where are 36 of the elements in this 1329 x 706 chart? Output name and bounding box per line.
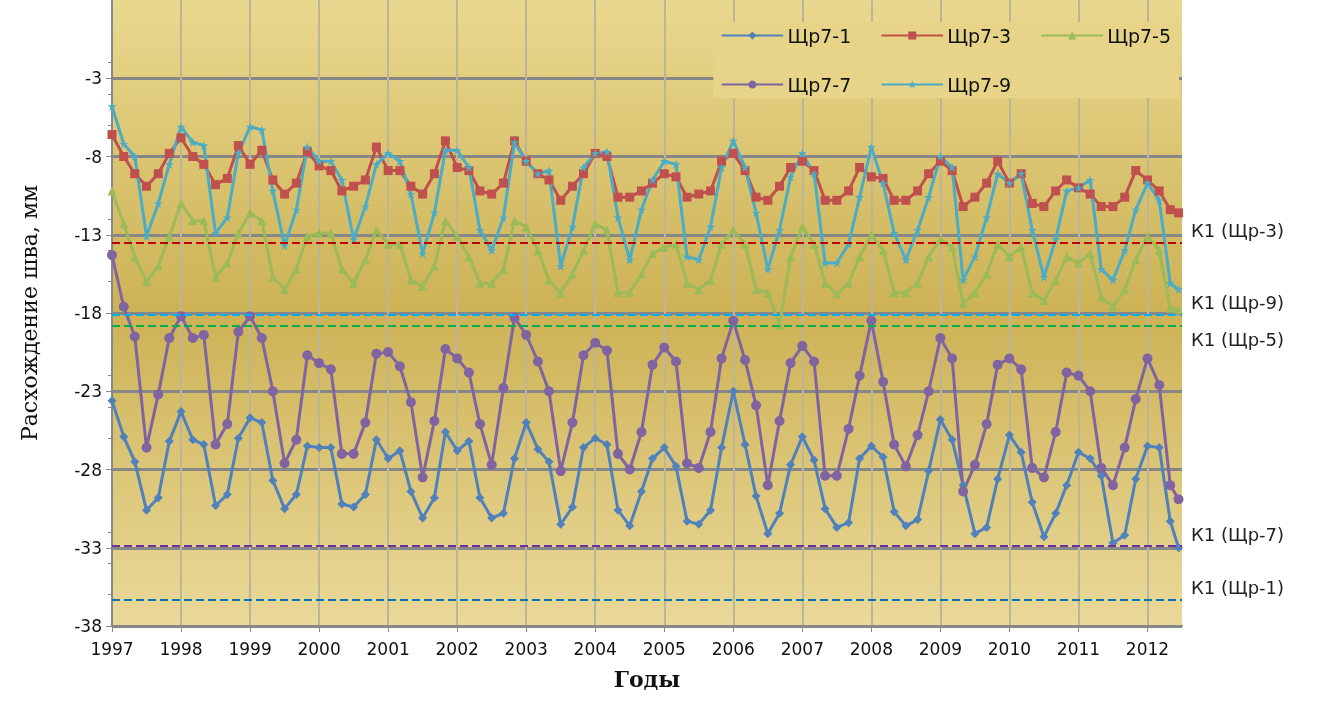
- x-tick-label: 2006: [711, 638, 755, 659]
- x-tick-label: 2004: [573, 638, 617, 659]
- y-tick-label: -38: [74, 616, 102, 636]
- x-tick-label: 2009: [918, 638, 963, 659]
- legend-label: Щр7-3: [947, 24, 1012, 47]
- legend-label: Щр7-1: [787, 24, 852, 47]
- y-axis-title: Расхождение шва, мм: [16, 184, 42, 442]
- ref-line-label: К1 (Щр-5): [1191, 329, 1285, 351]
- y-tick-label: -13: [74, 224, 102, 245]
- x-tick-label: 1999: [228, 638, 272, 659]
- y-tick-label: -3: [85, 68, 102, 89]
- y-tick-label: -18: [74, 303, 102, 323]
- y-tick-label: -33: [74, 537, 102, 558]
- x-tick-label: 2003: [504, 638, 548, 659]
- x-axis-title: Годы: [613, 666, 681, 692]
- legend-label: Щр7-9: [947, 73, 1012, 96]
- ref-line-label: К1 (Щр-3): [1191, 220, 1285, 242]
- legend-label: Щр7-5: [1107, 24, 1171, 47]
- x-tick-label: 2012: [1125, 638, 1170, 659]
- ref-line-label: К1 (Щр-7): [1191, 523, 1285, 545]
- y-tick-label: -28: [74, 459, 102, 480]
- x-tick-label: 2011: [1056, 638, 1101, 659]
- x-tick-label: 2008: [849, 638, 893, 659]
- y-tick-label: -23: [74, 381, 102, 402]
- ref-line-label: К1 (Щр-1): [1191, 576, 1285, 598]
- legend-label: Щр7-7: [787, 73, 852, 96]
- x-tick-label: 2010: [987, 638, 1032, 659]
- x-tick-label: 2007: [780, 638, 824, 659]
- y-tick-label: -8: [85, 146, 102, 167]
- x-tick-label: 2005: [642, 638, 686, 659]
- ref-line-label: К1 (Щр-9): [1191, 292, 1285, 314]
- x-tick-label: 2002: [435, 638, 479, 659]
- x-tick-label: 2001: [366, 638, 410, 659]
- x-tick-label: 1997: [90, 638, 134, 659]
- x-tick-label: 2000: [297, 638, 341, 659]
- x-tick-label: 1998: [159, 638, 203, 659]
